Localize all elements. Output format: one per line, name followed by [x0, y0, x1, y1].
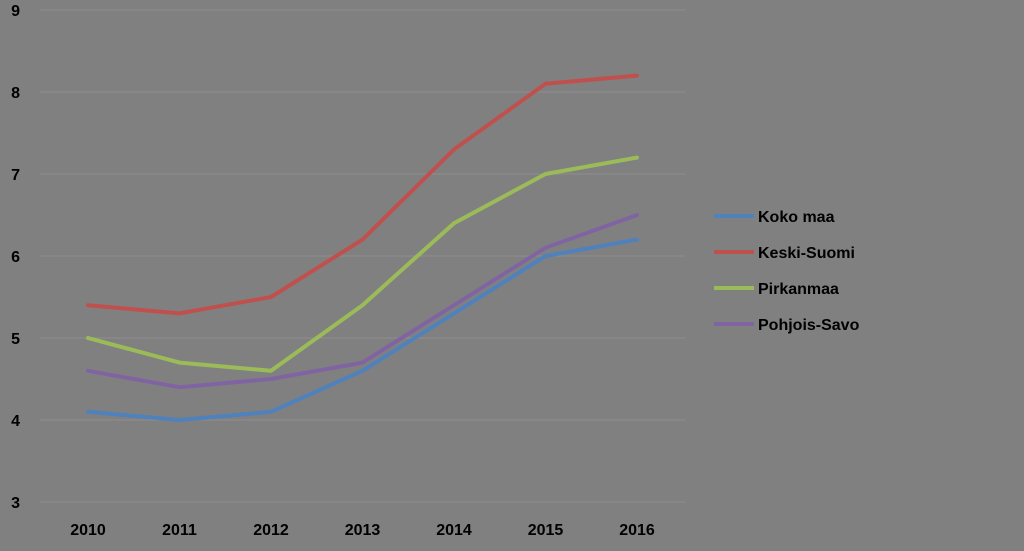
series-line-koko-maa — [86, 237, 639, 422]
x-tick-label: 2014 — [436, 522, 472, 539]
legend-item-pirkanmaa: Pirkanmaa — [714, 281, 839, 298]
y-tick-label: 4 — [11, 413, 20, 430]
series-lines — [86, 73, 639, 422]
y-axis-ticks: 3 4 5 6 7 8 9 — [11, 3, 20, 512]
y-tick-label: 3 — [11, 495, 20, 512]
series-line-pohjois-savo — [86, 213, 639, 390]
x-tick-label: 2011 — [162, 522, 197, 539]
x-axis-ticks: 2010 2011 2012 2013 2014 2015 2016 — [70, 522, 655, 539]
y-tick-label: 5 — [11, 331, 20, 348]
y-tick-label: 7 — [11, 167, 20, 184]
legend: Koko maa Keski-Suomi Pirkanmaa Pohjois-Savo — [714, 209, 860, 334]
legend-item-keski-suomi: Keski-Suomi — [714, 245, 855, 262]
legend-label: Koko maa — [758, 209, 835, 226]
legend-label: Keski-Suomi — [758, 245, 855, 262]
x-tick-label: 2012 — [253, 522, 289, 539]
y-tick-label: 8 — [11, 85, 20, 102]
y-tick-label: 6 — [11, 249, 20, 266]
legend-item-koko-maa: Koko maa — [714, 209, 835, 226]
legend-label: Pirkanmaa — [758, 281, 839, 298]
series-line-pirkanmaa — [86, 155, 639, 373]
x-tick-label: 2013 — [345, 522, 381, 539]
x-tick-label: 2010 — [70, 522, 106, 539]
y-tick-label: 9 — [11, 3, 20, 20]
x-tick-label: 2016 — [619, 522, 655, 539]
series-line-keski-suomi — [86, 73, 639, 316]
gridlines — [40, 9, 685, 503]
legend-label: Pohjois-Savo — [758, 317, 860, 334]
legend-item-pohjois-savo: Pohjois-Savo — [714, 317, 860, 334]
x-tick-label: 2015 — [528, 522, 564, 539]
